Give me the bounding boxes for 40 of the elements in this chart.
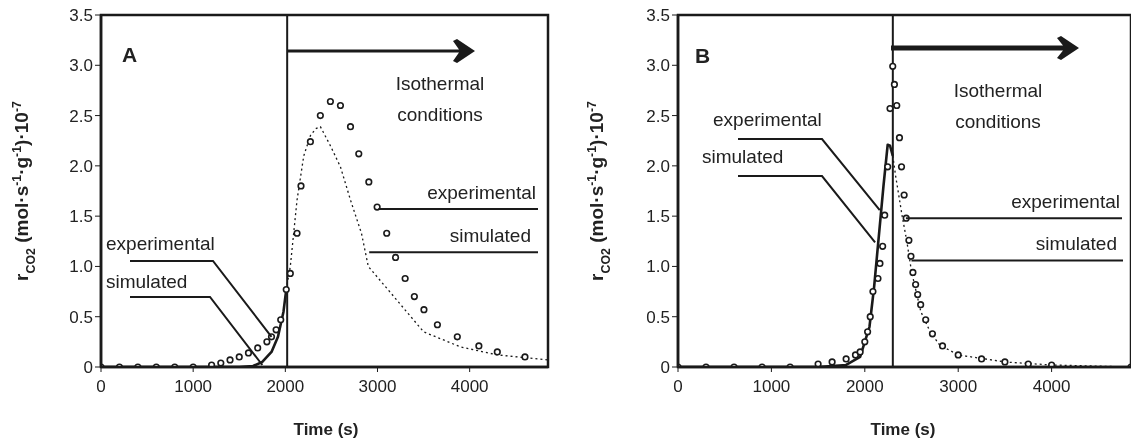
y-tick-label: 1.0: [69, 257, 93, 277]
annotation: simulated: [106, 271, 188, 293]
x-tick-label: 4000: [450, 377, 489, 397]
annotation: B: [695, 44, 711, 67]
x-axis-title: Time (s): [293, 420, 359, 439]
y-tick-label: 3.5: [646, 6, 670, 26]
y-tick-label: 2.5: [69, 106, 93, 126]
annotation: Isothermal conditions: [952, 79, 1044, 134]
y-tick-label: 3.0: [646, 56, 670, 76]
annotation: experimental: [1011, 191, 1120, 214]
y-tick-label: 1.0: [646, 257, 670, 277]
y-tick-label: 2.0: [646, 156, 670, 176]
y-tick-label: 0: [83, 358, 93, 378]
x-tick-label: 3000: [358, 377, 397, 397]
y-tick-label: 1.5: [69, 207, 93, 227]
y-tick-label: 3.5: [69, 6, 93, 26]
x-tick-label: 2000: [266, 377, 305, 397]
x-tick-label: 3000: [939, 377, 978, 397]
y-tick-label: 0.5: [646, 307, 670, 327]
annotation: simulated: [702, 146, 784, 168]
annotation: A: [122, 43, 138, 66]
annotation: Isothermal conditions: [394, 72, 486, 127]
y-tick-label: 2.5: [646, 106, 670, 126]
y-tick-label: 2.0: [69, 156, 93, 176]
y-tick-label: 0.5: [69, 307, 93, 327]
x-tick-label: 0: [673, 377, 683, 397]
y-tick-label: 1.5: [646, 207, 670, 227]
annotation: experimental: [427, 182, 536, 205]
x-tick-label: 1000: [174, 377, 213, 397]
x-tick-label: 0: [96, 377, 106, 397]
y-tick-label: 3.0: [69, 56, 93, 76]
x-tick-label: 4000: [1032, 377, 1071, 397]
y-tick-label: 0: [660, 358, 670, 378]
annotation: experimental: [106, 233, 215, 255]
annotation: simulated: [1035, 233, 1117, 256]
x-tick-label: 1000: [752, 377, 791, 397]
annotation: experimental: [713, 109, 822, 131]
x-axis-title: Time (s): [870, 420, 936, 439]
x-tick-label: 2000: [845, 377, 884, 397]
annotation: simulated: [449, 225, 531, 248]
